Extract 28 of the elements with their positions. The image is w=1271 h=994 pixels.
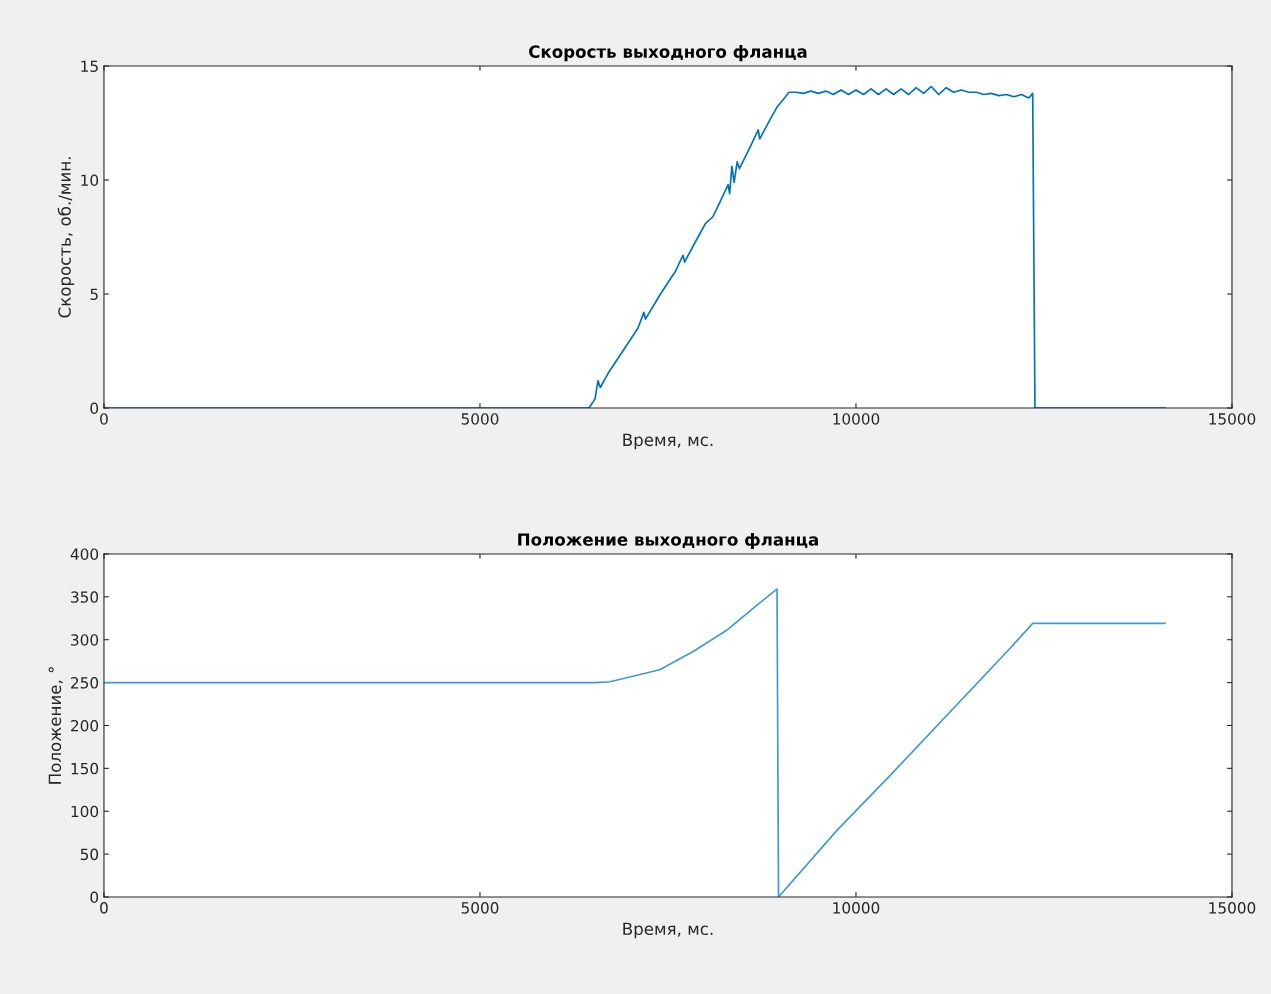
y-tick-label: 400 <box>70 548 99 560</box>
y-tick-label: 350 <box>71 591 99 603</box>
chart-title: Скорость выходного фланца <box>529 45 807 62</box>
y-tick-label: 50 <box>80 848 99 861</box>
x-tick-label: 10000 <box>833 902 880 914</box>
y-tick-label: 0 <box>90 891 99 904</box>
x-axis-title: Время, мс. <box>623 922 713 939</box>
y-tick-label: 150 <box>71 762 99 775</box>
y-axis-title: Положение, ° <box>48 667 63 784</box>
x-tick-label: 5000 <box>461 413 499 425</box>
y-tick-label: 5 <box>90 288 98 301</box>
y-tick-label: 0 <box>90 402 99 415</box>
y-axis-title: Скорость, об./мин. <box>57 157 75 318</box>
x-tick-label: 15000 <box>1209 413 1256 425</box>
y-tick-label: 250 <box>71 677 99 689</box>
x-tick-label: 0 <box>100 902 108 914</box>
x-axis-title: Время, мс. <box>623 433 713 450</box>
x-tick-label: 0 <box>100 413 108 425</box>
y-tick-label: 15 <box>81 60 98 73</box>
x-tick-label: 10000 <box>833 413 880 425</box>
y-tick-label: 200 <box>71 719 99 732</box>
line-series <box>103 588 1166 897</box>
x-tick-label: 5000 <box>461 902 499 914</box>
y-tick-label: 300 <box>71 634 99 646</box>
chart-title: Положение выходного фланца <box>518 532 818 550</box>
y-tick-label: 10 <box>81 174 99 187</box>
y-tick-label: 100 <box>71 805 99 818</box>
x-tick-label: 15000 <box>1209 902 1256 914</box>
